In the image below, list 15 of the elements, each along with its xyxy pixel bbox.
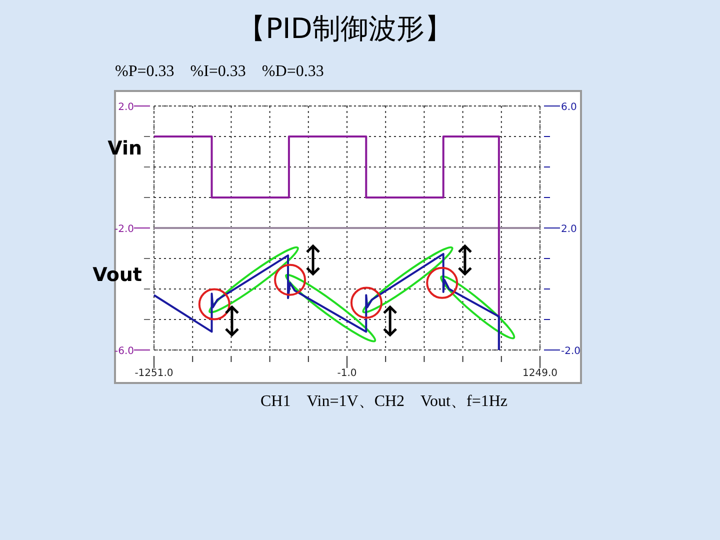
x-tick-label: -1.0 [337, 368, 357, 379]
y-tick-label: -2.0 [114, 224, 134, 235]
y-tick-label: 2.0 [118, 102, 134, 113]
chart-subtitle: %P=0.33 %I=0.33 %D=0.33 [115, 63, 324, 80]
y2-tick-label: 6.0 [561, 102, 577, 113]
y-tick-label: -6.0 [114, 346, 134, 357]
chart-title: 【PID制御波形】 [238, 12, 452, 45]
text: CH1 Vin=1V、CH2 Vout、f=1Hz [260, 393, 508, 410]
series-label: Vout [92, 264, 142, 286]
x-tick-label: -1251.0 [134, 368, 174, 379]
y2-tick-label: 2.0 [561, 224, 577, 235]
line-series [153, 252, 500, 351]
series-label: Vin [108, 138, 142, 160]
x-tick-label: 1249.0 [522, 368, 558, 379]
y2-tick-label: -2.0 [561, 346, 581, 357]
